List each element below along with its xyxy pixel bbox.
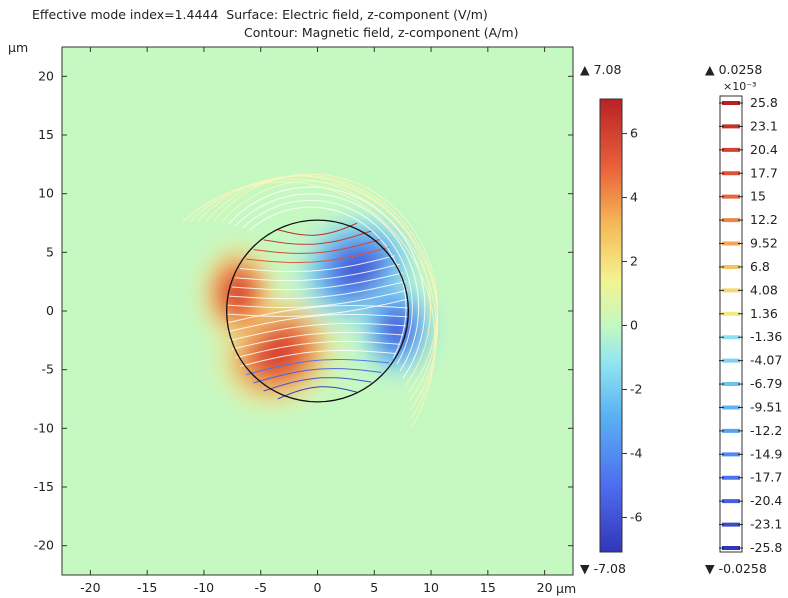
x-tick-label: 0 [314,580,322,595]
contour-line [235,193,420,372]
contour-line [239,350,396,367]
contour-max-label: ▲ 0.0258 [705,62,762,77]
contour-level-label: 23.1 [750,118,778,133]
plot-area [62,47,573,575]
contour-line [245,246,390,263]
x-tick-label: -15 [137,580,157,595]
contour-lines [181,173,439,427]
contour-line [249,206,407,358]
contour-line [229,323,406,341]
x-tick-label: 20 [537,580,553,595]
plot-title-line2: Contour: Magnetic field, z-component (A/… [244,25,519,40]
y-tick-label: -5 [42,362,54,377]
contour-line [253,238,382,254]
surface-colorbar-tick-label: -6 [630,509,643,524]
contour-level-label: 12.2 [750,212,778,227]
y-tick-label: -15 [34,479,54,494]
positive-lobe [192,234,284,353]
contour-level-label: 17.7 [750,165,778,180]
contour-line [213,173,438,394]
x-axis-unit-label: µm [556,581,576,596]
x-tick-label: -10 [194,580,214,595]
surface-colorbar-tick-label: -2 [630,381,642,396]
contour-line [227,314,408,333]
surface-colorbar-tick-label: 2 [630,254,638,269]
contour-level-label: -4.07 [750,353,782,368]
x-tick-label: -20 [80,580,100,595]
surface-colorbar: ▲ 7.08 6 4 2 0 -2 -4 -6 ▼ -7.08 [580,62,643,576]
contour-line [263,377,372,392]
contour-min-label: ▼ -0.0258 [705,561,767,576]
contour-level-label: -9.51 [750,399,782,414]
contour-exponent-label: ×10⁻³ [723,80,756,93]
contour-line [229,281,406,299]
contour-level-label: 9.52 [750,236,778,251]
contour-level-label: -17.7 [750,470,782,485]
contour-line [253,368,382,384]
y-tick-label: 5 [46,244,54,259]
contour-level-label: -20.4 [750,493,782,508]
surface-field [192,202,443,420]
x-axis: -20 -15 -10 -5 0 5 10 15 20 [80,47,553,595]
y-tick-label: -20 [34,538,54,553]
contour-line [205,175,438,402]
contour-line [235,340,400,359]
core-boundary [226,219,409,403]
contour-line [181,181,436,427]
contour-line [227,289,408,308]
surface-min-label: ▼ -7.08 [580,561,626,576]
contour-line [220,180,432,386]
contour-level-label: -25.8 [750,540,782,555]
contour-line [231,331,404,350]
y-axis: 20 15 10 5 0 -5 -10 -15 -20 [34,68,573,553]
x-tick-label: 10 [423,580,439,595]
contour-level-label: -12.2 [750,423,782,438]
contour-level-label: 1.36 [750,306,778,321]
y-tick-label: 15 [38,127,54,142]
contour-line [239,255,396,272]
contour-line [226,305,409,324]
surface-colorbar-tick-label: 6 [630,126,638,141]
contour-line [231,272,404,291]
y-tick-label: 10 [38,186,54,201]
contour-legend-box [719,95,743,553]
contour-level-label: 25.8 [750,95,778,110]
contour-level-label: -6.79 [750,376,782,391]
y-axis-unit-label: µm [8,40,28,55]
surface-colorbar-tick-label: 0 [630,318,638,333]
contour-line [228,186,426,379]
x-tick-label: -5 [254,580,266,595]
plot-title-line1: Effective mode index=1.4444 Surface: Ele… [32,7,488,22]
contour-line [235,263,400,282]
contour-level-label: 20.4 [750,142,778,157]
contour-line [245,359,390,376]
surface-max-label: ▲ 7.08 [580,62,621,77]
contour-level-label: 4.08 [750,282,778,297]
contour-line [277,386,358,400]
surface-colorbar-tick-label: -4 [630,445,643,460]
surface-colorbar-gradient [599,98,623,553]
y-tick-label: 0 [46,303,54,318]
contour-line [263,230,372,245]
contour-level-label: -14.9 [750,446,782,461]
x-tick-label: 15 [480,580,496,595]
contour-level-label: 15 [750,189,766,204]
negative-lobe [351,269,443,388]
x-tick-label: 5 [370,580,378,595]
contour-level-label: -1.36 [750,329,782,344]
contour-line [277,222,358,236]
contour-line [242,199,413,365]
contour-level-label: -23.1 [750,517,782,532]
y-tick-label: -10 [34,420,54,435]
y-tick-label: 20 [38,68,54,83]
contour-level-label: 6.8 [750,259,770,274]
contour-legend: ▲ 0.0258 ×10⁻³ 25.8 23.1 20.4 17.7 15 12.2 9.5… [705,62,782,576]
surface-colorbar-tick-label: 4 [630,190,638,205]
